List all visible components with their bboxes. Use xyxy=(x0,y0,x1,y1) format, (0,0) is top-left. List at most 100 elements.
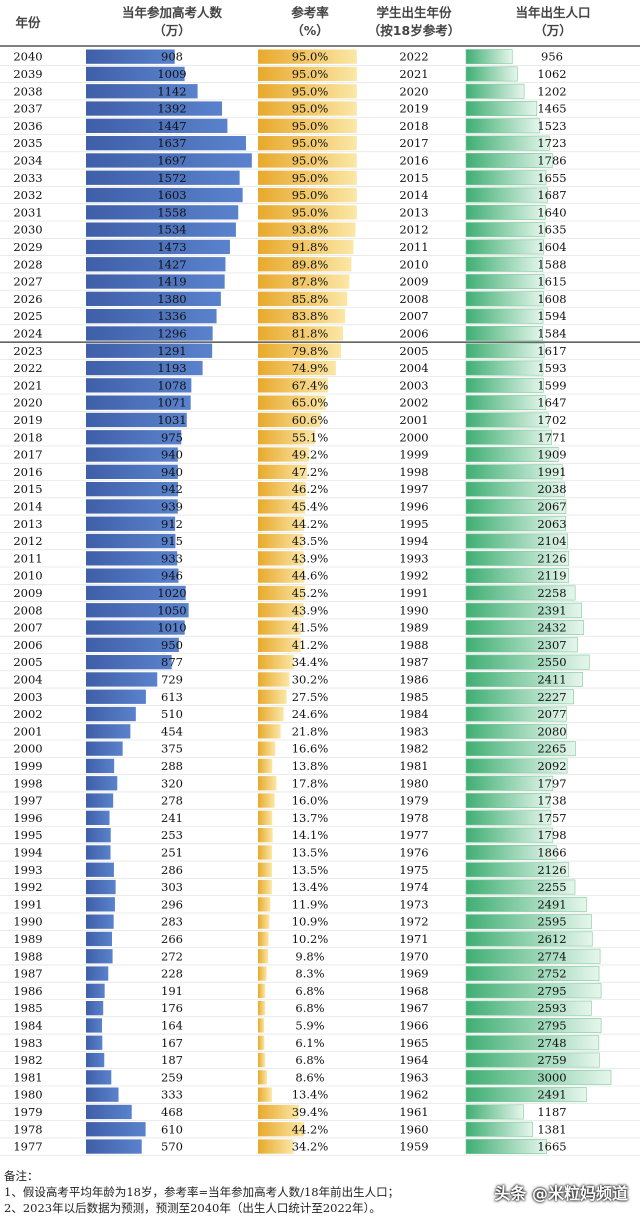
rate-value: 30.2% xyxy=(292,672,329,686)
births-value: 2126 xyxy=(537,863,566,877)
births-bar xyxy=(465,966,600,982)
births-value: 2795 xyxy=(537,984,566,998)
year-label: 2000 xyxy=(13,742,42,756)
birth-year-label: 1992 xyxy=(399,569,428,583)
year-label: 2025 xyxy=(13,309,42,323)
exam-value: 1558 xyxy=(157,205,186,219)
year-label: 2010 xyxy=(13,569,42,583)
births-value: 1599 xyxy=(537,378,566,392)
rate-bar xyxy=(258,655,294,670)
exam-value: 251 xyxy=(161,845,183,859)
rate-value: 8.3% xyxy=(295,967,324,981)
births-bar xyxy=(465,793,551,809)
births-value: 2759 xyxy=(537,1053,566,1067)
births-value: 2595 xyxy=(537,915,566,929)
births-bar xyxy=(465,602,582,618)
year-label: 2020 xyxy=(13,396,42,410)
exam-value: 1447 xyxy=(157,119,186,133)
year-label: 2021 xyxy=(13,378,42,392)
births-bar xyxy=(465,879,576,895)
birth-year-label: 1970 xyxy=(399,949,428,963)
births-value: 1381 xyxy=(537,1122,566,1136)
year-label: 2013 xyxy=(13,517,42,531)
birth-year-label: 1968 xyxy=(399,984,428,998)
births-value: 2227 xyxy=(537,690,566,704)
header-birth-year-label: 学生出生年份 xyxy=(376,5,452,20)
births-value: 2265 xyxy=(537,742,566,756)
rate-bar xyxy=(258,395,326,410)
exam-value: 1296 xyxy=(157,326,186,340)
rate-bar xyxy=(258,205,357,220)
exam-bar xyxy=(86,66,185,82)
rate-value: 17.8% xyxy=(292,776,329,790)
births-value: 2593 xyxy=(537,1001,566,1015)
exam-value: 303 xyxy=(161,880,183,894)
births-value: 2126 xyxy=(537,551,566,565)
births-value: 2391 xyxy=(537,603,566,617)
year-label: 2034 xyxy=(13,153,42,167)
births-bar xyxy=(465,533,568,549)
year-label: 1991 xyxy=(13,897,42,911)
births-value: 1523 xyxy=(537,119,566,133)
rate-bar xyxy=(258,1139,294,1154)
births-value: 2307 xyxy=(537,638,566,652)
birth-year-label: 1997 xyxy=(399,482,428,496)
births-value: 2258 xyxy=(537,586,566,600)
year-label: 2033 xyxy=(13,171,42,185)
exam-bar xyxy=(86,585,186,601)
exam-value: 877 xyxy=(161,655,183,669)
rate-bar xyxy=(258,776,277,791)
birth-year-label: 2005 xyxy=(399,344,428,358)
birth-year-label: 1973 xyxy=(399,897,428,911)
rate-bar xyxy=(258,828,273,843)
exam-value: 167 xyxy=(161,1036,183,1050)
rate-value: 49.2% xyxy=(292,448,329,462)
exam-value: 940 xyxy=(161,448,183,462)
rate-value: 89.8% xyxy=(292,257,329,271)
rate-bar xyxy=(258,464,308,479)
year-label: 2040 xyxy=(13,50,42,64)
notes-line-1: 1、假设高考平均年龄为18岁，参考率=当年参加高考人数/18年前出生人口； xyxy=(4,1185,400,1199)
rate-value: 44.2% xyxy=(292,517,329,531)
births-bar xyxy=(465,429,552,445)
rate-value: 13.7% xyxy=(292,811,329,825)
birth-year-label: 1972 xyxy=(399,915,428,929)
exam-bar xyxy=(86,499,178,514)
rate-bar xyxy=(258,326,344,341)
exam-value: 1603 xyxy=(157,188,186,202)
births-value: 2752 xyxy=(537,967,566,981)
year-label: 2007 xyxy=(13,621,42,635)
exam-value: 510 xyxy=(161,707,183,721)
year-label: 1989 xyxy=(13,932,42,946)
rate-value: 45.4% xyxy=(292,499,329,513)
births-bar xyxy=(465,620,584,636)
exam-bar xyxy=(86,931,112,947)
exam-bar xyxy=(86,516,176,531)
year-label: 1992 xyxy=(13,880,42,894)
exam-bar xyxy=(86,983,105,998)
rate-bar xyxy=(258,257,352,272)
exam-bar xyxy=(86,412,187,428)
exam-value: 1010 xyxy=(157,621,186,635)
year-label: 2006 xyxy=(13,638,42,652)
births-bar xyxy=(465,810,552,826)
exam-value: 1473 xyxy=(157,240,186,254)
year-label: 2005 xyxy=(13,655,42,669)
header-year: 年份 xyxy=(6,14,50,32)
exam-bar xyxy=(86,897,115,912)
exam-value: 1078 xyxy=(157,378,186,392)
year-label: 2003 xyxy=(13,690,42,704)
exam-bar xyxy=(86,187,243,203)
exam-value: 266 xyxy=(161,932,183,946)
rate-bar xyxy=(258,931,269,947)
births-bar xyxy=(465,170,547,186)
exam-value: 570 xyxy=(161,1140,183,1154)
header-year-label: 年份 xyxy=(15,15,41,30)
year-label: 2027 xyxy=(13,275,42,289)
rate-value: 95.0% xyxy=(292,136,329,150)
year-label: 2016 xyxy=(13,465,42,479)
header-births: 当年出生人口 （万） xyxy=(466,4,640,40)
rate-bar xyxy=(258,309,346,324)
birth-year-label: 1982 xyxy=(399,742,428,756)
rate-value: 21.8% xyxy=(292,724,329,738)
